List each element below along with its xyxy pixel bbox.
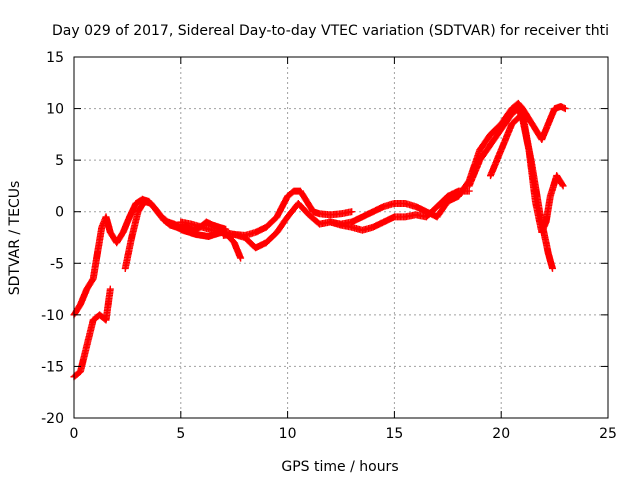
y-tick-label: -20 (41, 411, 64, 427)
x-tick-label: 10 (279, 426, 297, 442)
y-tick-label: 5 (55, 153, 64, 169)
y-tick-label: 10 (46, 102, 64, 118)
axis-ticks (73, 56, 609, 419)
y-axis-title: SDTVAR / TECUs (7, 181, 23, 296)
y-tick-labels: -20 -15 -10 -5 0 5 10 15 (41, 50, 64, 427)
series-track-c (121, 197, 245, 272)
x-tick-labels: 0 5 10 15 20 25 (70, 426, 617, 442)
y-tick-label: 0 (55, 205, 64, 221)
y-tick-label: 15 (46, 50, 64, 66)
series-track-h (487, 110, 567, 236)
y-tick-label: -10 (41, 308, 64, 324)
series-markers (121, 197, 245, 272)
series-markers (220, 187, 473, 252)
x-tick-label: 15 (385, 426, 403, 442)
x-tick-label: 25 (599, 426, 617, 442)
x-tick-label: 0 (70, 426, 79, 442)
series-markers (487, 110, 567, 236)
y-tick-label: -15 (41, 359, 64, 375)
chart-title: Day 029 of 2017, Sidereal Day-to-day VTE… (52, 23, 609, 39)
x-tick-label: 5 (176, 426, 185, 442)
y-tick-label: -5 (50, 256, 64, 272)
plot-frame (73, 56, 609, 419)
x-axis-title: GPS time / hours (281, 459, 398, 475)
x-tick-label: 20 (492, 426, 510, 442)
series-track-e (220, 187, 473, 252)
